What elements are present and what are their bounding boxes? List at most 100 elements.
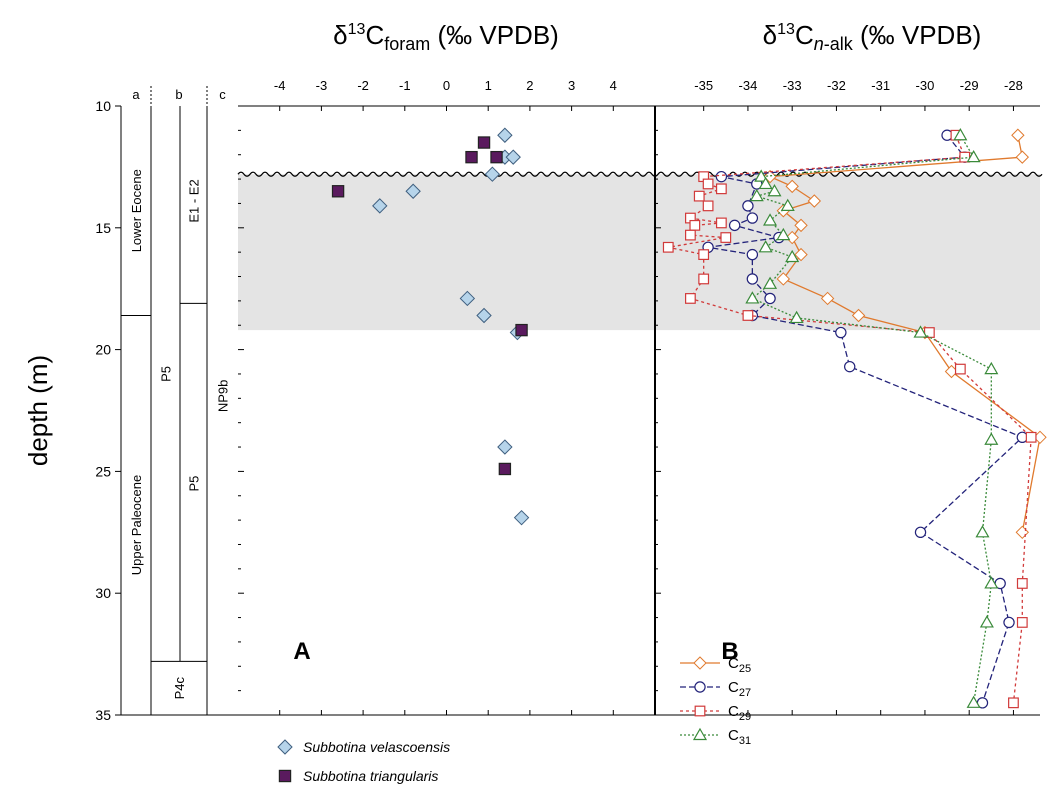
legend-label: C27 <box>728 679 751 699</box>
x-tick-label: -35 <box>694 78 713 93</box>
data-point <box>844 360 856 373</box>
series-line <box>751 134 992 703</box>
legend-label: Subbotina triangularis <box>303 768 438 784</box>
data-point <box>1016 617 1028 628</box>
data-point <box>966 695 981 708</box>
data-point <box>764 292 776 305</box>
data-point <box>497 127 513 143</box>
data-point <box>372 198 388 214</box>
data-point <box>742 310 754 321</box>
data-point <box>913 325 928 338</box>
data-point <box>776 227 791 241</box>
data-point <box>785 179 799 194</box>
data-point <box>498 462 512 476</box>
y-tick-label: 30 <box>95 585 111 601</box>
data-point <box>476 307 492 324</box>
data-point <box>715 183 727 195</box>
y-axis-label: depth (m) <box>23 355 53 466</box>
data-point <box>758 240 773 253</box>
x-tick-label: 2 <box>526 78 533 93</box>
y-tick-label: 20 <box>95 342 111 358</box>
data-point <box>785 230 799 245</box>
shaded-interval <box>238 174 1040 331</box>
y-tick-label: 10 <box>95 98 111 114</box>
data-point <box>715 217 727 229</box>
data-point <box>1015 525 1030 540</box>
unit-label: P5 <box>159 366 174 382</box>
data-point <box>728 219 741 232</box>
x-tick-label: -3 <box>316 78 328 93</box>
data-point <box>767 184 782 197</box>
unit-label: E1 - E2 <box>187 179 202 222</box>
data-point <box>405 183 421 199</box>
data-point <box>497 439 513 455</box>
data-point <box>754 169 769 182</box>
panel-a-label: A <box>293 638 310 665</box>
data-point <box>780 198 795 211</box>
x-tick-label: -30 <box>916 78 935 93</box>
data-point <box>953 128 968 141</box>
y-tick-label: 35 <box>95 707 111 723</box>
data-point <box>490 150 503 164</box>
data-point <box>746 212 759 224</box>
data-point <box>763 213 778 226</box>
legend-marker <box>277 739 293 755</box>
legend-label: C31 <box>728 727 751 747</box>
x-tick-label: -2 <box>357 78 369 93</box>
data-point <box>702 178 714 190</box>
data-point <box>746 248 759 261</box>
data-point <box>1011 128 1025 142</box>
unit-label: P5 <box>187 476 202 492</box>
x-tick-label: 1 <box>485 78 492 93</box>
y-tick-label: 25 <box>95 463 111 479</box>
x-tick-label: -1 <box>399 78 411 93</box>
x-tick-label: 3 <box>568 78 575 93</box>
data-point <box>513 509 530 526</box>
data-point <box>984 432 999 445</box>
data-point <box>331 185 345 198</box>
data-point <box>1003 616 1015 629</box>
data-point <box>984 361 999 375</box>
data-point <box>763 276 778 289</box>
data-point <box>1016 578 1028 589</box>
data-point <box>459 290 476 307</box>
data-point <box>1025 431 1037 443</box>
data-point <box>954 363 966 375</box>
series-line <box>769 135 1041 533</box>
legend-marker <box>694 681 706 693</box>
data-point <box>758 176 773 190</box>
unconformity-line <box>237 171 1043 177</box>
x-tick-label: 0 <box>443 78 450 93</box>
data-point <box>693 190 705 202</box>
data-point <box>715 170 728 183</box>
x-tick-label: -4 <box>274 78 286 93</box>
data-point <box>698 273 710 285</box>
data-point <box>745 291 760 304</box>
data-point <box>979 615 994 628</box>
data-point <box>698 249 710 260</box>
column-key: b <box>175 87 182 102</box>
data-point <box>975 525 990 538</box>
data-point <box>749 188 764 202</box>
series-line <box>707 134 1024 704</box>
data-point <box>515 323 528 337</box>
data-point <box>477 136 491 149</box>
data-point <box>835 326 847 339</box>
data-point <box>720 232 732 243</box>
data-point <box>914 526 927 539</box>
data-point <box>662 241 674 253</box>
data-point <box>807 194 822 208</box>
data-point <box>820 291 835 306</box>
data-point <box>966 149 981 163</box>
x-tick-label: 4 <box>610 78 617 93</box>
data-point <box>785 249 800 263</box>
column-key: c <box>219 87 226 102</box>
x-tick-label: -28 <box>1004 78 1023 93</box>
data-point <box>851 308 866 323</box>
data-point <box>685 293 696 304</box>
legend-label: C29 <box>728 703 751 723</box>
unit-label: P4c <box>172 677 187 700</box>
panel-a-title: δ13Cforam (‰ VPDB) <box>333 20 559 54</box>
legend-label: Subbotina velascoensis <box>303 739 450 755</box>
